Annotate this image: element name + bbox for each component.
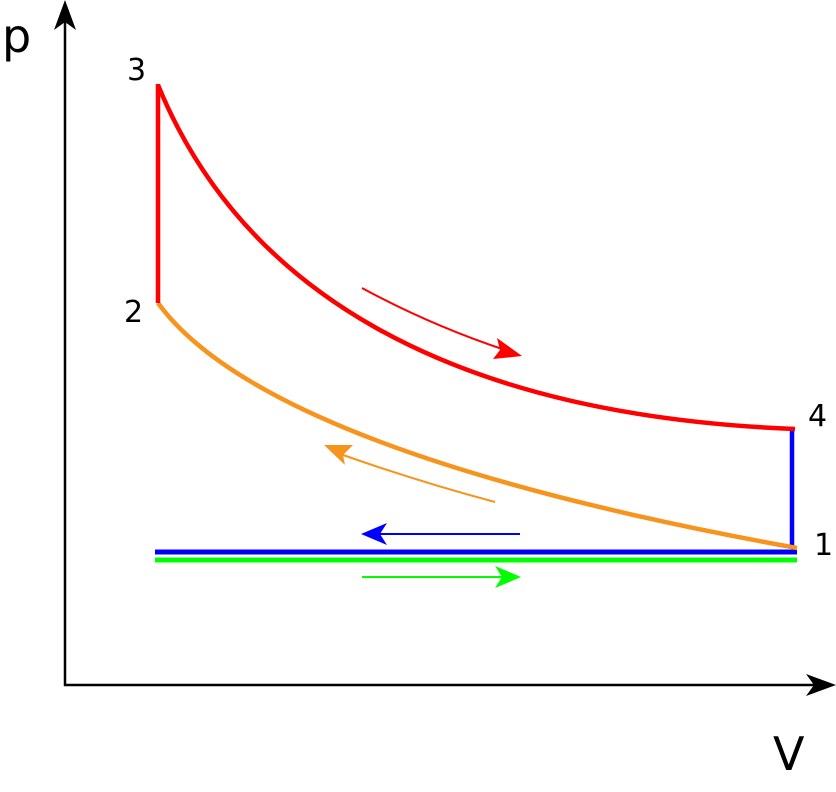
intake-arrowhead-icon: [495, 566, 521, 588]
x-axis-arrow-icon: [806, 674, 836, 696]
y-axis-label: p: [2, 9, 31, 63]
compression-direction-arrow: [342, 454, 496, 503]
y-axis-arrow-icon: [54, 0, 76, 30]
compression-arrowhead-icon: [324, 445, 353, 465]
expansion-arrowhead-icon: [493, 338, 522, 359]
expansion-direction-arrow: [361, 287, 506, 351]
exhaust-arrowhead-icon: [361, 523, 387, 545]
point-label-3: 3: [127, 53, 146, 88]
expansion-curve: [155, 84, 796, 432]
point-label-4: 4: [808, 399, 827, 434]
point-label-2: 2: [124, 295, 143, 330]
compression-curve: [156, 301, 798, 551]
x-axis-label: V: [773, 727, 805, 781]
point-label-1: 1: [814, 528, 833, 563]
